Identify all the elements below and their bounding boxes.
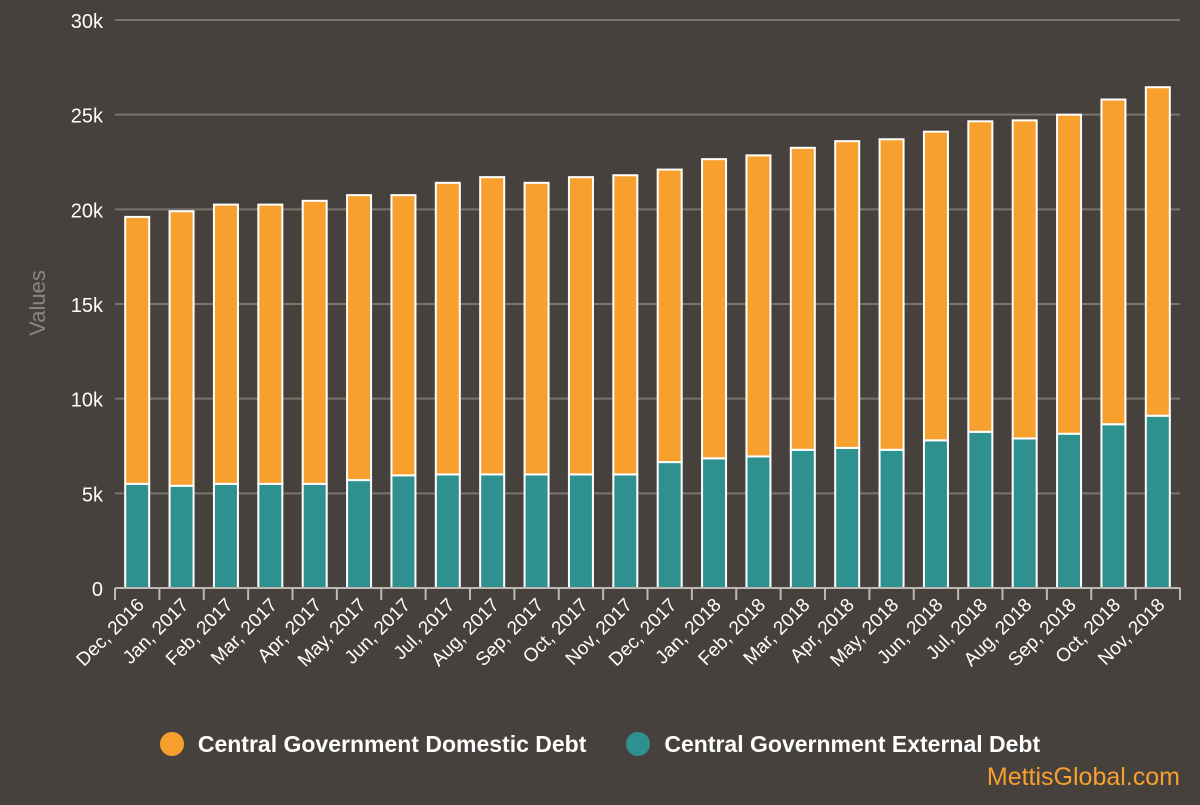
bar-external-debt <box>1100 423 1127 589</box>
bar-domestic-debt <box>834 140 861 449</box>
y-tick-label: 20k <box>71 200 104 222</box>
bar-domestic-debt <box>612 174 639 476</box>
bars <box>124 86 1171 590</box>
bar-domestic-debt <box>1011 119 1038 440</box>
bar-external-debt <box>1056 432 1083 589</box>
y-axis-label: Values <box>25 270 50 336</box>
bar-domestic-debt <box>168 210 195 487</box>
bar-domestic-debt <box>212 203 239 485</box>
bar-domestic-debt <box>257 203 284 485</box>
legend-item-domestic-debt[interactable]: Central Government Domestic Debt <box>159 730 587 758</box>
bar-external-debt <box>922 439 949 589</box>
bar-domestic-debt <box>967 120 994 433</box>
bar-domestic-debt <box>701 158 728 460</box>
bar-domestic-debt <box>745 154 772 458</box>
y-axis-ticks: 0 5k 10k 15k 20k 25k 30k <box>71 11 104 601</box>
bar-external-debt <box>967 430 994 589</box>
bar-domestic-debt <box>124 215 151 485</box>
bar-external-debt <box>567 473 594 589</box>
y-tick-label: 10k <box>71 390 104 412</box>
bar-external-debt <box>301 482 328 589</box>
bar-external-debt <box>1144 414 1171 589</box>
bar-external-debt <box>257 482 284 589</box>
bar-external-debt <box>878 448 905 589</box>
legend: Central Government Domestic Debt Central… <box>0 726 1200 762</box>
bar-domestic-debt <box>789 146 816 451</box>
bar-external-debt <box>523 473 550 589</box>
legend-marker-external <box>626 732 651 756</box>
bar-domestic-debt <box>1056 113 1083 435</box>
bar-external-debt <box>612 473 639 589</box>
legend-label-external: Central Government External Debt <box>664 730 1041 757</box>
bar-external-debt <box>168 484 195 590</box>
bar-domestic-debt <box>390 194 417 477</box>
y-tick-label: 15k <box>71 295 104 317</box>
bar-domestic-debt <box>922 130 949 442</box>
y-tick-label: 0 <box>92 579 103 601</box>
bar-domestic-debt <box>523 181 550 476</box>
bar-external-debt <box>745 455 772 589</box>
bar-domestic-debt <box>878 138 905 451</box>
bar-external-debt <box>124 482 151 589</box>
legend-marker-domestic <box>159 732 184 756</box>
y-tick-label: 5k <box>82 484 104 506</box>
bar-domestic-debt <box>1100 98 1127 426</box>
bar-external-debt <box>346 479 373 589</box>
watermark: MettisGlobal.com <box>986 763 1180 791</box>
bar-external-debt <box>434 473 461 589</box>
grid-lines <box>115 19 1180 495</box>
y-tick-label: 30k <box>71 11 104 33</box>
bar-external-debt <box>390 474 417 590</box>
legend-item-external-debt[interactable]: Central Government External Debt <box>626 731 1040 758</box>
bar-external-debt <box>479 473 506 589</box>
bar-domestic-debt <box>346 194 373 482</box>
bar-external-debt <box>212 482 239 589</box>
bar-domestic-debt <box>434 181 461 476</box>
bar-domestic-debt <box>479 176 506 476</box>
bar-external-debt <box>656 461 683 589</box>
y-tick-label: 25k <box>71 106 104 128</box>
bar-external-debt <box>701 457 728 589</box>
bar-external-debt <box>1011 437 1038 589</box>
bar-domestic-debt <box>567 176 594 476</box>
bar-domestic-debt <box>301 199 328 485</box>
legend-label-domestic: Central Government Domestic Debt <box>197 730 587 757</box>
bar-domestic-debt <box>1144 86 1171 417</box>
bar-external-debt <box>789 448 816 589</box>
bar-domestic-debt <box>656 168 683 464</box>
bar-external-debt <box>834 446 861 590</box>
